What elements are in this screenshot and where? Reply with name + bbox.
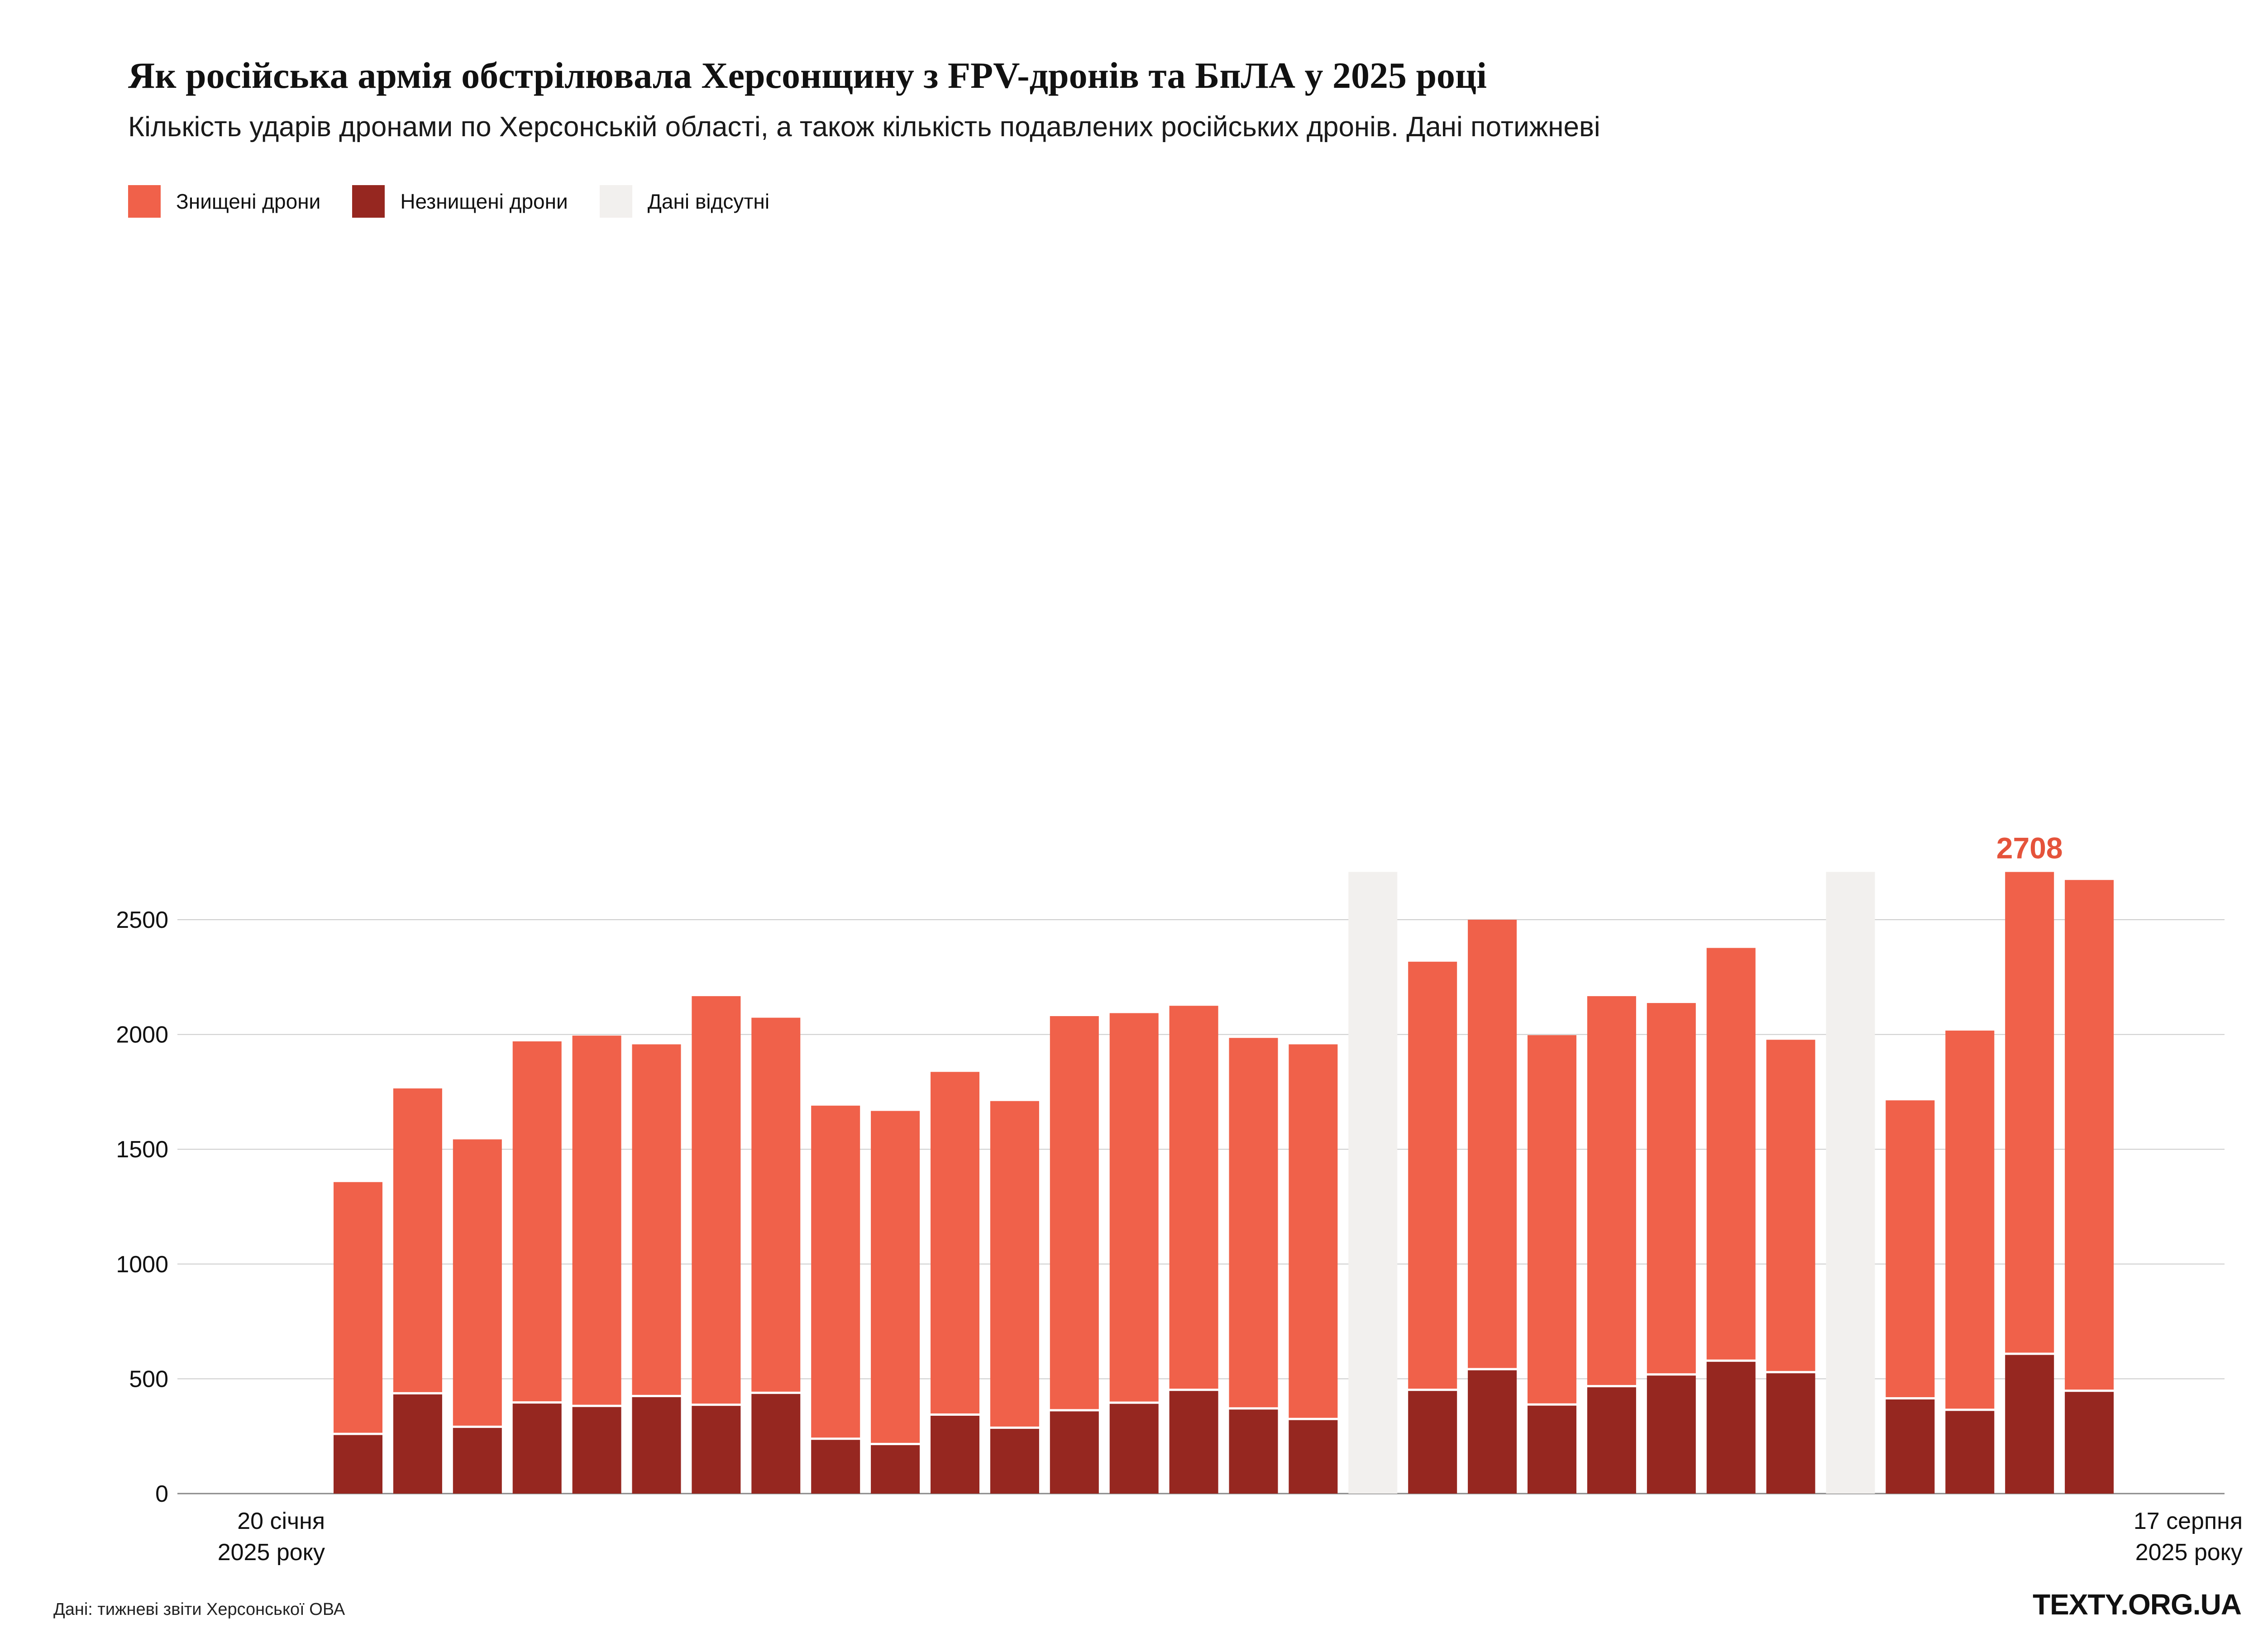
y-tick-label-1000: 1000 <box>116 1251 168 1278</box>
bar-destroyed-week-7 <box>692 996 741 1404</box>
bar-destroyed-week-1 <box>334 1182 382 1433</box>
bar-destroyed-week-2 <box>393 1088 442 1392</box>
bar-not-destroyed-week-8 <box>751 1394 801 1494</box>
bar-destroyed-week-9 <box>811 1105 860 1438</box>
legend-item-missing: Дані відсутні <box>599 185 770 218</box>
bar-not-destroyed-week-23 <box>1647 1375 1696 1494</box>
chart-subtitle: Кількість ударів дронами по Херсонській … <box>128 111 1600 143</box>
chart-title: Як російська армія обстрілювала Херсонщи… <box>128 55 1487 96</box>
bar-destroyed-week-28 <box>1945 1030 1995 1409</box>
bar-destroyed-week-8 <box>751 1017 801 1392</box>
bar-not-destroyed-week-29 <box>2005 1355 2054 1494</box>
legend-swatch-not-destroyed <box>352 185 385 218</box>
bar-destroyed-week-12 <box>990 1101 1039 1427</box>
data-source: Дані: тижневі звіти Херсонської ОВА <box>53 1600 345 1619</box>
bar-not-destroyed-week-30 <box>2065 1392 2114 1494</box>
bar-not-destroyed-week-22 <box>1587 1387 1636 1494</box>
bar-not-destroyed-week-5 <box>572 1407 621 1494</box>
bar-destroyed-week-13 <box>1050 1016 1099 1409</box>
x-axis: 20 січня 2025 року 17 серпня 2025 року <box>218 1508 2243 1566</box>
peak-value-label: 2708 <box>1996 831 2063 865</box>
bar-destroyed-week-4 <box>512 1041 562 1402</box>
bar-not-destroyed-week-9 <box>811 1440 860 1494</box>
legend-item-not-destroyed: Незнищені дрони <box>352 185 568 218</box>
bar-not-destroyed-week-13 <box>1050 1411 1099 1494</box>
bar-not-destroyed-week-4 <box>512 1404 562 1494</box>
bar-destroyed-week-11 <box>931 1072 979 1413</box>
x-end-label-line2: 2025 року <box>2135 1539 2243 1566</box>
x-start-label-line2: 2025 року <box>218 1539 325 1566</box>
bar-not-destroyed-week-7 <box>692 1406 741 1494</box>
bar-not-destroyed-week-28 <box>1945 1411 1995 1494</box>
legend-swatch-destroyed <box>128 185 161 218</box>
bar-destroyed-week-17 <box>1289 1044 1338 1418</box>
bar-destroyed-week-5 <box>572 1036 621 1405</box>
brand-logo: TEXTY.ORG.UA <box>2033 1588 2242 1621</box>
bar-destroyed-week-10 <box>871 1111 920 1443</box>
y-tick-label-2000: 2000 <box>116 1022 168 1048</box>
bars <box>334 872 2114 1494</box>
bar-not-destroyed-week-14 <box>1109 1404 1159 1494</box>
y-tick-label-2500: 2500 <box>116 907 168 933</box>
bar-not-destroyed-week-20 <box>1468 1370 1517 1494</box>
legend-label-destroyed: Знищені дрони <box>176 190 321 213</box>
bar-destroyed-week-22 <box>1587 996 1636 1385</box>
legend: Знищені дрони Незнищені дрони Дані відсу… <box>128 183 801 220</box>
missing-week-band <box>1826 872 1875 1494</box>
legend-item-destroyed: Знищені дрони <box>128 185 320 218</box>
bar-destroyed-week-24 <box>1706 948 1756 1360</box>
bar-destroyed-week-19 <box>1408 961 1457 1389</box>
bar-not-destroyed-week-11 <box>931 1415 979 1494</box>
y-tick-label-500: 500 <box>129 1366 168 1392</box>
legend-label-missing: Дані відсутні <box>647 190 770 213</box>
bar-destroyed-week-30 <box>2065 880 2114 1390</box>
bar-not-destroyed-week-12 <box>990 1428 1039 1494</box>
bar-not-destroyed-week-10 <box>871 1445 920 1494</box>
bar-not-destroyed-week-1 <box>334 1435 382 1494</box>
legend-swatch-missing <box>599 185 632 218</box>
bar-not-destroyed-week-15 <box>1169 1391 1218 1494</box>
y-tick-label-0: 0 <box>155 1481 168 1507</box>
missing-data-bands <box>1348 872 1875 1494</box>
bar-not-destroyed-week-2 <box>393 1394 442 1494</box>
missing-week-band <box>1348 872 1398 1494</box>
bar-not-destroyed-week-3 <box>453 1428 502 1494</box>
x-end-label-line1: 17 серпня <box>2134 1508 2243 1534</box>
bar-destroyed-week-16 <box>1229 1038 1278 1408</box>
bar-destroyed-week-3 <box>453 1139 502 1426</box>
bar-destroyed-week-23 <box>1647 1003 1696 1374</box>
bar-not-destroyed-week-17 <box>1289 1420 1338 1494</box>
bar-destroyed-week-29 <box>2005 872 2054 1353</box>
bar-not-destroyed-week-25 <box>1766 1373 1815 1494</box>
x-start-label-line1: 20 січня <box>237 1508 325 1534</box>
bar-not-destroyed-week-21 <box>1528 1405 1576 1494</box>
bar-not-destroyed-week-24 <box>1706 1361 1756 1494</box>
y-axis: 0 500 1000 1500 2000 2500 <box>116 907 168 1507</box>
bar-not-destroyed-week-16 <box>1229 1409 1278 1494</box>
legend-label-not-destroyed: Незнищені дрони <box>400 190 568 213</box>
bar-not-destroyed-week-6 <box>632 1397 681 1494</box>
bar-not-destroyed-week-19 <box>1408 1391 1457 1494</box>
bar-destroyed-week-20 <box>1468 920 1517 1368</box>
bar-destroyed-week-21 <box>1528 1035 1576 1404</box>
bar-destroyed-week-27 <box>1886 1100 1935 1397</box>
bar-not-destroyed-week-27 <box>1886 1399 1935 1494</box>
y-tick-label-1500: 1500 <box>116 1136 168 1163</box>
bar-destroyed-week-15 <box>1169 1006 1218 1389</box>
bar-destroyed-week-25 <box>1766 1040 1815 1371</box>
bar-destroyed-week-14 <box>1109 1013 1159 1402</box>
bar-destroyed-week-6 <box>632 1044 681 1395</box>
